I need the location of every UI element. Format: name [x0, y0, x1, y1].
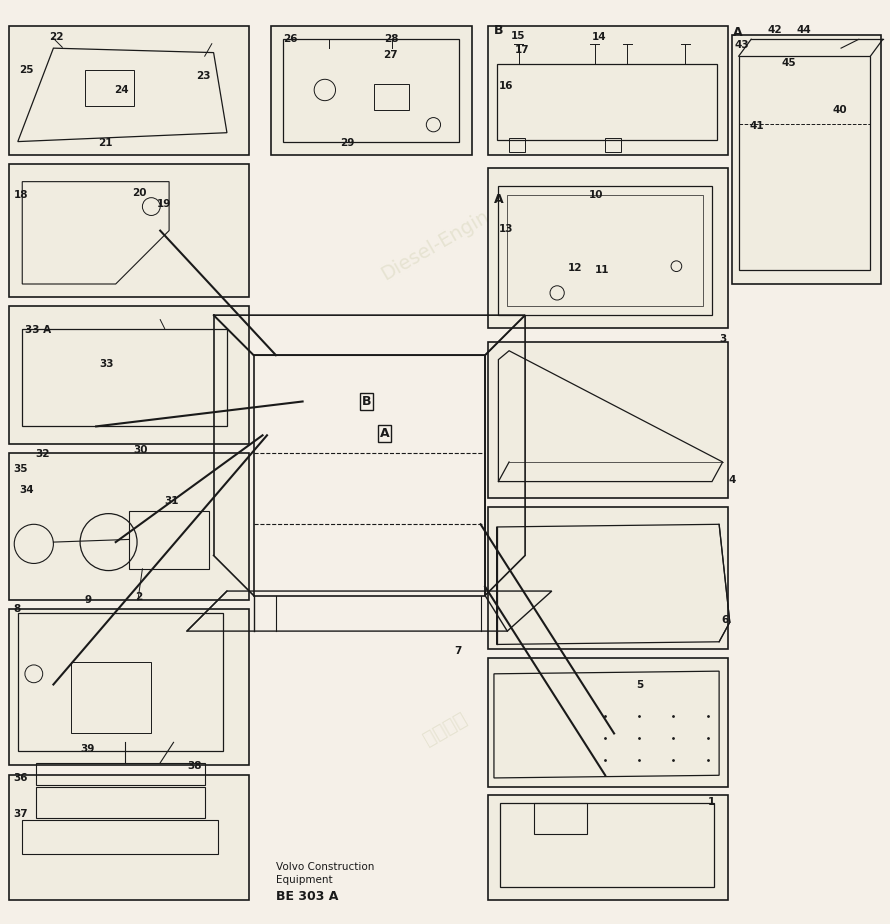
Text: 35: 35 [13, 464, 28, 474]
Text: 12: 12 [568, 263, 582, 273]
Text: 41: 41 [749, 120, 764, 130]
Bar [9, 609, 249, 764]
Text: 33: 33 [100, 359, 114, 369]
Bar [9, 453, 249, 600]
Text: 30: 30 [134, 444, 148, 455]
Bar [507, 195, 703, 306]
Text: 29: 29 [340, 139, 354, 149]
Text: 9: 9 [85, 595, 92, 605]
Bar [374, 84, 409, 111]
Bar [36, 787, 205, 818]
Text: 2: 2 [135, 592, 142, 602]
Text: 4: 4 [728, 475, 735, 485]
Text: 5: 5 [636, 679, 643, 689]
Text: 37: 37 [13, 808, 28, 819]
Text: 36: 36 [13, 773, 28, 783]
Text: 15: 15 [511, 30, 525, 41]
Bar [271, 26, 472, 155]
Text: Volvo Construction: Volvo Construction [276, 862, 375, 872]
Bar [732, 35, 881, 284]
Text: 32: 32 [36, 449, 50, 459]
Text: 17: 17 [514, 45, 529, 55]
Text: 34: 34 [20, 485, 34, 495]
Text: 10: 10 [589, 190, 603, 200]
Bar [488, 168, 728, 329]
Text: Diesel-Engines: Diesel-Engines [378, 195, 512, 284]
Text: 33 A: 33 A [25, 325, 51, 335]
Text: 43: 43 [734, 41, 748, 51]
Bar [500, 803, 714, 887]
Bar [488, 658, 728, 787]
Text: 16: 16 [498, 81, 513, 91]
Text: 6: 6 [721, 615, 728, 626]
Text: 柴发动力: 柴发动力 [153, 353, 203, 393]
Text: 20: 20 [132, 188, 146, 199]
Text: 1: 1 [708, 797, 715, 807]
Bar [283, 39, 459, 141]
Bar [497, 64, 717, 140]
Bar [739, 56, 870, 270]
Bar [85, 70, 134, 106]
Text: 柴发动力: 柴发动力 [598, 397, 648, 437]
Bar [71, 663, 151, 734]
Text: 21: 21 [98, 139, 112, 149]
Bar [22, 820, 218, 854]
Bar [488, 795, 728, 900]
Bar [9, 164, 249, 298]
Text: 18: 18 [13, 190, 28, 200]
Text: B: B [494, 24, 504, 37]
Text: 38: 38 [187, 761, 201, 772]
Text: 8: 8 [13, 604, 20, 614]
Text: 44: 44 [797, 25, 812, 35]
Text: 24: 24 [114, 85, 128, 95]
Text: 19: 19 [157, 199, 171, 209]
Text: 13: 13 [498, 224, 513, 234]
Text: 25: 25 [20, 66, 34, 76]
Text: 23: 23 [196, 71, 210, 80]
Text: 11: 11 [595, 265, 609, 274]
Text: 7: 7 [454, 646, 461, 656]
Text: 3: 3 [719, 334, 726, 344]
Bar [488, 26, 728, 155]
Text: BE 303 A: BE 303 A [276, 890, 338, 903]
Bar [509, 138, 525, 152]
Bar [488, 342, 728, 498]
Text: A: A [732, 26, 742, 39]
Bar [36, 763, 205, 785]
Bar [488, 506, 728, 649]
Text: Equipment: Equipment [276, 875, 333, 885]
Bar [605, 138, 621, 152]
Text: 42: 42 [767, 25, 781, 35]
Bar [534, 803, 587, 834]
Bar [129, 511, 209, 569]
Bar [22, 329, 227, 426]
Bar [9, 26, 249, 155]
Text: 柴发动力: 柴发动力 [420, 709, 470, 749]
Text: 28: 28 [384, 34, 399, 44]
Text: 39: 39 [80, 744, 94, 754]
Text: 26: 26 [283, 34, 297, 44]
Bar [9, 775, 249, 900]
Text: 22: 22 [49, 31, 63, 42]
Text: 27: 27 [383, 50, 397, 60]
Bar [18, 614, 223, 751]
Text: B: B [362, 395, 371, 408]
Text: A: A [494, 193, 504, 206]
Text: 40: 40 [832, 105, 846, 116]
Text: 31: 31 [165, 496, 179, 506]
Bar [9, 306, 249, 444]
Bar [498, 186, 712, 315]
Text: A: A [380, 427, 389, 440]
Text: 45: 45 [781, 58, 796, 68]
Text: 14: 14 [592, 31, 606, 42]
